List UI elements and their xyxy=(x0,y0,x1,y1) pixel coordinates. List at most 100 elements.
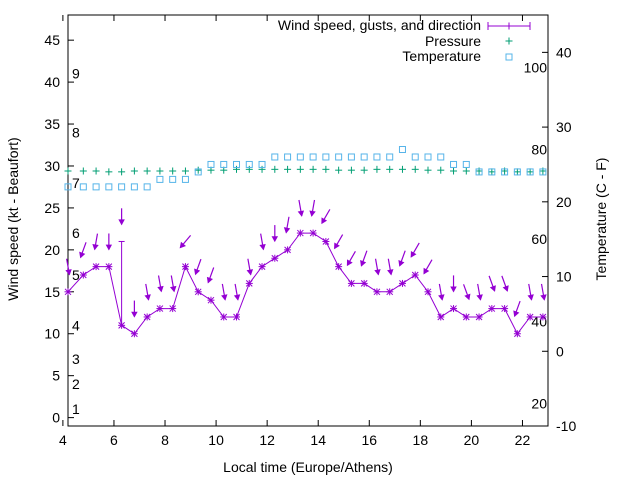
y-tick-label: 10 xyxy=(44,326,60,342)
pressure-point xyxy=(169,167,177,175)
direction-arrow xyxy=(346,251,356,267)
pressure-point xyxy=(424,166,432,174)
beaufort-label: 4 xyxy=(72,317,80,333)
temperature-point xyxy=(130,183,138,191)
direction-arrow xyxy=(131,300,138,318)
pressure-point xyxy=(488,168,496,176)
pressure-point xyxy=(386,165,394,173)
wind-point xyxy=(64,288,72,296)
pressure-point xyxy=(79,167,87,175)
direction-arrow xyxy=(374,258,381,276)
y-tick-label: 20 xyxy=(44,242,60,258)
wind-point xyxy=(220,313,228,321)
legend-label-wind: Wind speed, gusts, and direction xyxy=(278,17,481,33)
wind-point xyxy=(424,288,432,296)
wind-point xyxy=(475,313,483,321)
direction-arrow xyxy=(334,234,344,250)
direction-arrow xyxy=(438,283,445,301)
direction-arrow xyxy=(476,283,483,301)
temperature-point xyxy=(258,160,266,168)
wind-point xyxy=(207,296,215,304)
pressure-point xyxy=(437,166,445,174)
temperature-point xyxy=(181,175,189,183)
y-tick-label: 25 xyxy=(44,200,60,216)
wind-point xyxy=(411,271,419,279)
direction-arrow xyxy=(398,250,406,267)
direction-arrow xyxy=(387,258,394,276)
temperature-point xyxy=(488,168,496,176)
temperature-point xyxy=(296,153,304,161)
pressure-point xyxy=(284,165,292,173)
beaufort-label: 2 xyxy=(72,376,80,392)
direction-arrow xyxy=(423,259,433,275)
pressure-point xyxy=(526,168,534,176)
direction-arrow xyxy=(157,275,164,293)
temperature-point xyxy=(207,160,215,168)
direction-arrow xyxy=(501,275,509,292)
legend-label-temperature: Temperature xyxy=(402,48,481,64)
temperature-point xyxy=(462,160,470,168)
direction-arrow xyxy=(309,199,316,217)
pressure-point xyxy=(398,165,406,173)
direction-arrow xyxy=(118,208,125,226)
beaufort-label: 6 xyxy=(72,225,80,241)
temperature-point xyxy=(156,175,164,183)
plot-frame xyxy=(67,14,549,427)
direction-arrow xyxy=(105,233,113,251)
gust-bars xyxy=(118,240,125,326)
legend-mark-wind-point xyxy=(505,22,513,30)
wind-point xyxy=(526,313,534,321)
direction-arrow xyxy=(410,242,420,258)
temperature-point xyxy=(220,160,228,168)
wind-point xyxy=(539,313,547,321)
legend-mark-pressure xyxy=(505,37,513,45)
pressure-point xyxy=(143,167,151,175)
pressure-point xyxy=(92,167,100,175)
wind-point xyxy=(386,288,394,296)
wind-point xyxy=(284,246,292,254)
temperature-point xyxy=(450,160,458,168)
y-tick-label: 40 xyxy=(44,74,60,90)
wind-point xyxy=(245,279,253,287)
direction-arrow xyxy=(65,258,72,276)
direction-arrow xyxy=(79,242,87,259)
temperature-point xyxy=(169,175,177,183)
direction-arrow xyxy=(144,283,151,301)
x-tick-label: 22 xyxy=(515,432,531,448)
wind-point xyxy=(373,288,381,296)
beaufort-label: 5 xyxy=(72,267,80,283)
temperature-point xyxy=(386,153,394,161)
beaufort-label: 8 xyxy=(72,124,80,140)
pressure-point xyxy=(335,166,343,174)
wind-point xyxy=(271,254,279,262)
direction-arrow xyxy=(321,209,331,225)
temperature-point xyxy=(398,146,406,154)
wind-point xyxy=(169,305,177,313)
wind-point xyxy=(360,279,368,287)
fahrenheit-label: 100 xyxy=(524,59,548,75)
pressure-point xyxy=(450,167,458,175)
wind-point xyxy=(258,263,266,271)
beaufort-label: 3 xyxy=(72,351,80,367)
wind-point xyxy=(513,330,521,338)
fahrenheit-label: 60 xyxy=(531,231,547,247)
temperature-point xyxy=(360,153,368,161)
direction-arrow xyxy=(297,199,305,217)
beaufort-labels: 1 2 3 4 5 6 7 8 9 xyxy=(72,66,80,418)
pressure-point xyxy=(296,165,304,173)
direction-arrows xyxy=(65,199,547,318)
direction-arrow xyxy=(540,283,547,301)
direction-arrow xyxy=(488,275,496,292)
y2-tick-label: -10 xyxy=(556,418,576,434)
direction-arrow xyxy=(246,258,254,276)
legend: Wind speed, gusts, and direction Pressur… xyxy=(278,17,531,64)
wind-point xyxy=(156,305,164,313)
y-axis-label: Wind speed (kt - Beaufort) xyxy=(5,137,21,300)
y2-tick-label: 30 xyxy=(556,119,572,135)
temperature-point xyxy=(424,153,432,161)
direction-arrow xyxy=(527,283,534,301)
y2-axis-label: Temperature (C - F) xyxy=(593,158,609,281)
y-tick-label: 35 xyxy=(44,116,60,132)
temperature-point xyxy=(373,153,381,161)
y-tick-label: 15 xyxy=(44,284,60,300)
